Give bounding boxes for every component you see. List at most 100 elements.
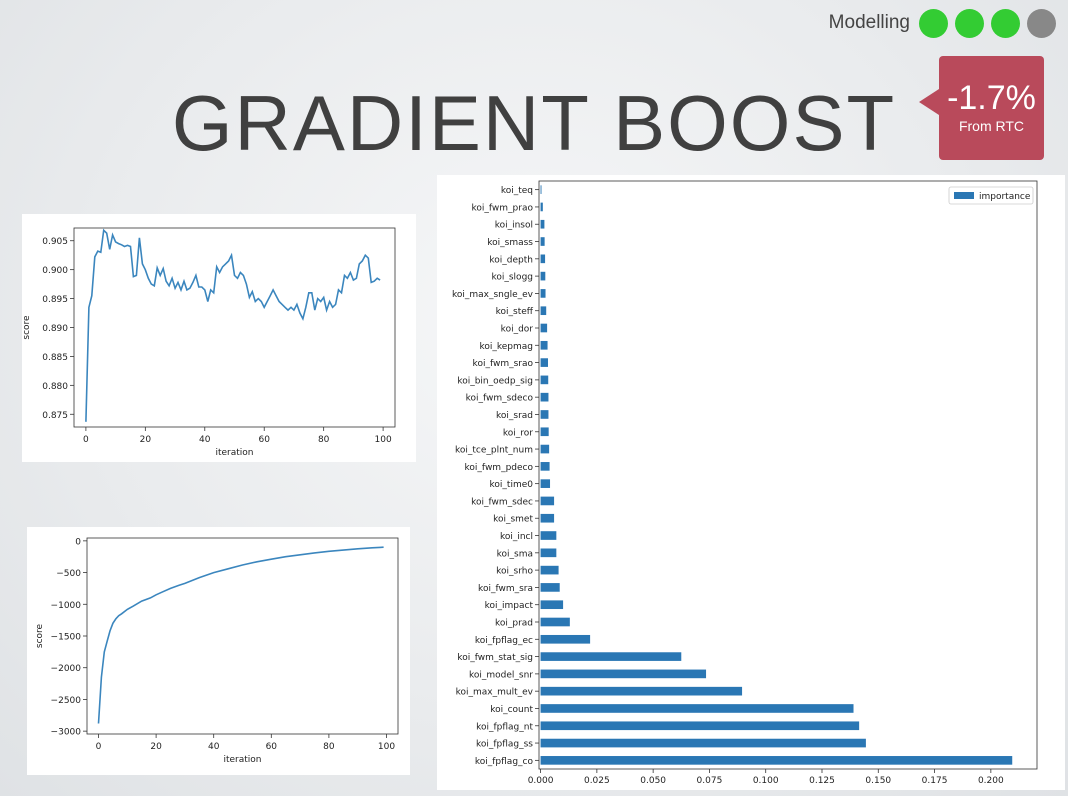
score-series-line bbox=[97, 546, 384, 724]
category-label: koi_impact bbox=[485, 601, 534, 611]
importance-bar bbox=[540, 756, 1013, 765]
x-tick-label: 0 bbox=[83, 435, 89, 445]
importance-bar bbox=[540, 219, 545, 229]
category-label: koi_srho bbox=[496, 567, 533, 577]
importance-bar bbox=[540, 427, 549, 437]
y-tick-label: −500 bbox=[56, 569, 81, 579]
x-axis-label: iteration bbox=[223, 755, 261, 765]
importance-bar bbox=[540, 254, 546, 264]
legend-swatch bbox=[954, 192, 974, 199]
plot-frame bbox=[538, 180, 1038, 770]
y-tick-label: 0 bbox=[75, 537, 81, 547]
section-progress: Modelling bbox=[829, 8, 1056, 38]
importance-bar bbox=[540, 704, 854, 713]
x-tick-label: 80 bbox=[323, 742, 335, 752]
importance-bar bbox=[540, 669, 707, 679]
category-label: koi_steff bbox=[496, 307, 534, 317]
y-tick-label: 0.895 bbox=[42, 295, 68, 305]
feature-importance-chart: koi_fpflag_co koi_fpflag_ss koi_fpflag_nt k… bbox=[452, 180, 1038, 786]
importance-bar bbox=[540, 513, 555, 523]
score-chart-panel: 0 20 40 60 80 100 0.875 0.880 0.885 0.890 0.895 0.9… bbox=[22, 214, 416, 462]
importance-bar bbox=[540, 531, 557, 540]
plot-frame bbox=[86, 537, 399, 735]
x-tick-label: 0.100 bbox=[753, 776, 779, 786]
x-tick-label: 60 bbox=[258, 435, 270, 445]
progress-dot-4 bbox=[1027, 8, 1056, 38]
score-line-chart: 0 20 40 60 80 100 0.875 0.880 0.885 0.890 0.895 0.9… bbox=[22, 227, 396, 458]
category-label: koi_depth bbox=[489, 255, 533, 265]
y-axis-label: score bbox=[22, 315, 32, 340]
category-label: koi_count bbox=[490, 705, 533, 715]
category-label: koi_fpflag_co bbox=[475, 757, 534, 767]
category-label: koi_ror bbox=[503, 428, 533, 438]
y-tick-label: 0.890 bbox=[42, 324, 68, 334]
importance-bar bbox=[540, 237, 545, 246]
category-label: koi_smass bbox=[487, 238, 533, 248]
category-label: koi_fpflag_nt bbox=[476, 722, 533, 732]
category-label: koi_max_mult_ev bbox=[456, 688, 534, 698]
importance-bar bbox=[540, 738, 866, 748]
importance-bar bbox=[540, 410, 549, 419]
delta-badge: -1.7% From RTC bbox=[919, 56, 1044, 160]
category-label: koi_fwm_sdec bbox=[471, 497, 533, 507]
category-label: koi_fpflag_ss bbox=[476, 740, 533, 750]
category-label: koi_insol bbox=[495, 221, 533, 231]
y-tick-label: −2500 bbox=[51, 696, 82, 706]
importance-bar bbox=[540, 306, 547, 316]
loss-chart-panel: 0 20 40 60 80 100 0 −500 −1000 −1500 −2000 −2500 −30… bbox=[27, 527, 410, 775]
importance-bar bbox=[540, 565, 559, 575]
x-tick-label: 0.200 bbox=[978, 776, 1004, 786]
x-tick-label: 0.000 bbox=[528, 776, 554, 786]
importance-bar bbox=[540, 652, 682, 661]
importance-bar bbox=[540, 202, 543, 212]
plot-frame bbox=[73, 227, 396, 428]
x-tick-label: 40 bbox=[199, 435, 211, 445]
x-tick-label: 40 bbox=[208, 742, 220, 752]
category-label: koi_sma bbox=[497, 549, 533, 559]
y-tick-label: −1000 bbox=[51, 601, 82, 611]
importance-bar bbox=[540, 462, 550, 471]
x-tick-label: 0.125 bbox=[809, 776, 835, 786]
category-label: koi_fwm_prao bbox=[472, 203, 534, 213]
importance-bar bbox=[540, 583, 560, 592]
y-tick-label: −3000 bbox=[51, 728, 82, 738]
category-label: koi_slogg bbox=[491, 273, 533, 283]
y-tick-label: 0.900 bbox=[42, 266, 68, 276]
progress-dot-3 bbox=[991, 8, 1020, 38]
legend-box bbox=[948, 186, 1034, 205]
category-label: koi_srad bbox=[496, 411, 533, 421]
category-label: koi_prad bbox=[495, 619, 533, 629]
importance-bar bbox=[540, 289, 546, 298]
category-label: koi_dor bbox=[501, 325, 534, 335]
category-label: koi_incl bbox=[500, 532, 533, 542]
importance-bar bbox=[540, 600, 564, 610]
y-tick-label: 0.885 bbox=[42, 353, 68, 363]
x-tick-label: 100 bbox=[378, 742, 395, 752]
importance-bar bbox=[540, 496, 555, 506]
importance-bar bbox=[540, 548, 557, 558]
importance-bar bbox=[540, 185, 542, 194]
category-label: koi_teq bbox=[501, 186, 533, 196]
importance-bar bbox=[540, 323, 548, 333]
y-tick-label: −1500 bbox=[51, 633, 82, 643]
importance-bar bbox=[540, 271, 546, 281]
category-label: koi_fwm_sdeco bbox=[466, 394, 534, 404]
x-tick-label: 20 bbox=[140, 435, 152, 445]
category-label: koi_fwm_pdeco bbox=[465, 463, 534, 473]
slide-title: GRADIENT BOOST bbox=[171, 79, 897, 167]
x-tick-label: 60 bbox=[266, 742, 278, 752]
x-tick-label: 0.075 bbox=[697, 776, 723, 786]
importance-bar bbox=[540, 358, 549, 367]
x-tick-label: 0.025 bbox=[584, 776, 610, 786]
category-label: koi_smet bbox=[493, 515, 533, 525]
x-tick-label: 0.175 bbox=[922, 776, 948, 786]
importance-bar bbox=[540, 686, 743, 696]
progress-dot-1 bbox=[919, 8, 948, 38]
delta-subtitle: From RTC bbox=[958, 118, 1025, 134]
y-axis-label: score bbox=[35, 623, 45, 648]
x-tick-label: 0 bbox=[96, 742, 102, 752]
importance-bar bbox=[540, 721, 860, 731]
y-tick-label: −2000 bbox=[51, 664, 82, 674]
score-series-line bbox=[85, 228, 381, 422]
category-label: koi_fwm_stat_sig bbox=[457, 653, 533, 663]
